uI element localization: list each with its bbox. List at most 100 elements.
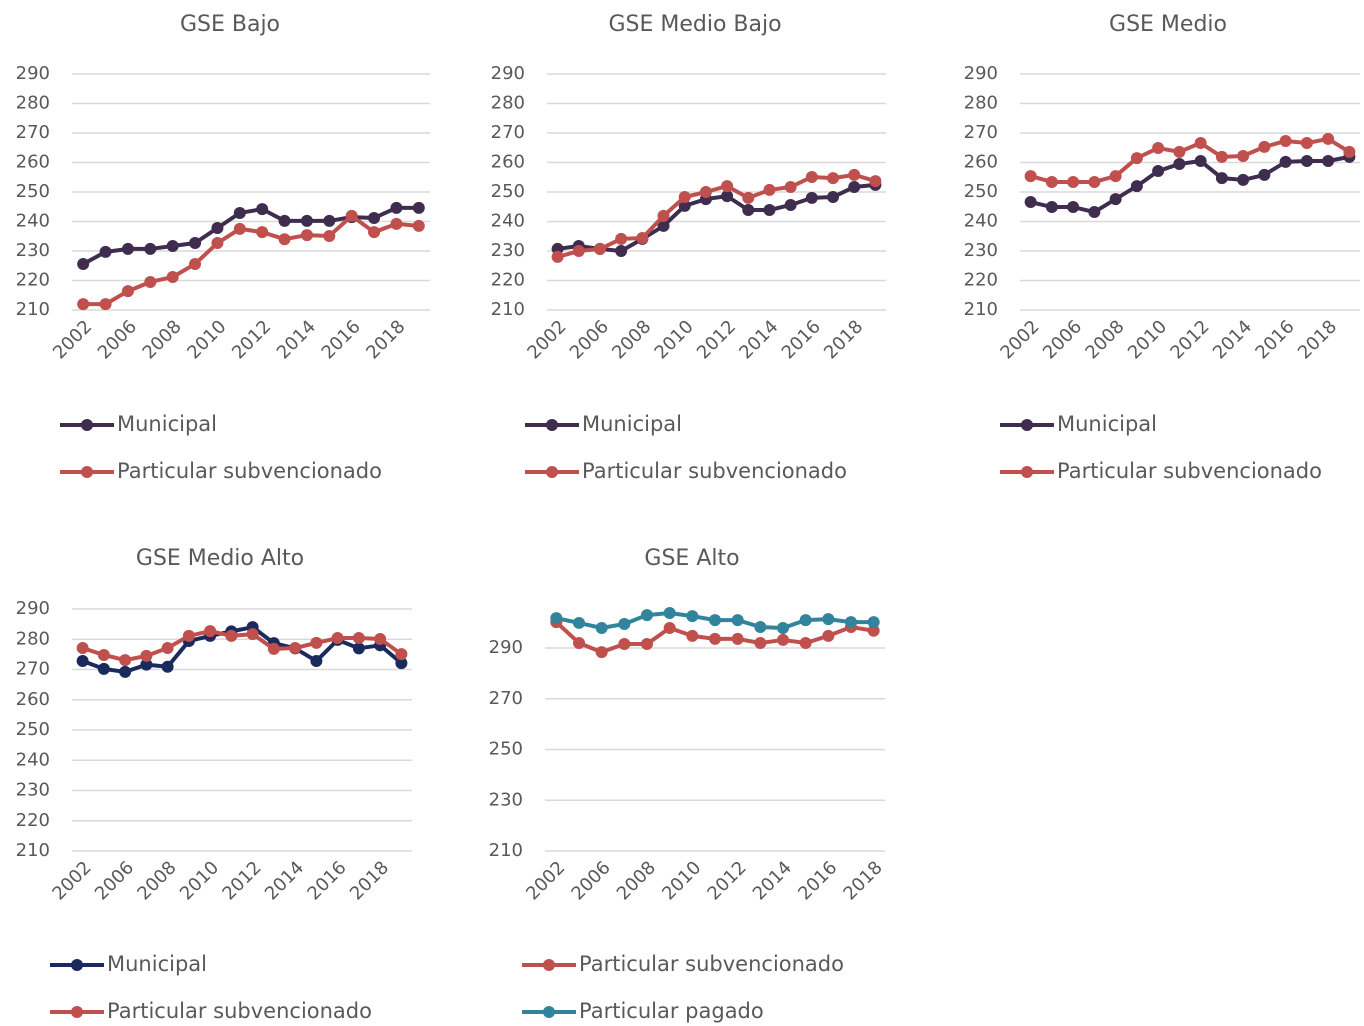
point bbox=[1067, 175, 1080, 188]
point bbox=[278, 214, 291, 227]
point bbox=[76, 655, 89, 668]
point bbox=[189, 257, 202, 270]
x-tick-label: 2008 bbox=[608, 316, 655, 363]
y-tick-label: 230 bbox=[16, 240, 50, 261]
y-tick-label: 230 bbox=[491, 240, 525, 261]
point bbox=[77, 257, 90, 270]
x-tick-label: 2012 bbox=[693, 316, 740, 363]
point bbox=[1024, 196, 1037, 209]
point bbox=[595, 646, 608, 659]
series-line bbox=[82, 629, 403, 663]
point bbox=[799, 614, 812, 627]
point bbox=[390, 217, 403, 230]
point bbox=[390, 201, 403, 214]
x-tick-label: 2010 bbox=[176, 857, 223, 904]
point bbox=[121, 242, 134, 255]
legend-marker bbox=[1021, 419, 1033, 431]
point bbox=[1173, 157, 1186, 170]
point bbox=[1152, 165, 1165, 178]
point bbox=[1258, 168, 1271, 181]
point bbox=[233, 206, 246, 219]
point bbox=[331, 632, 344, 645]
point bbox=[76, 642, 89, 655]
point bbox=[140, 658, 153, 671]
point bbox=[678, 191, 691, 204]
point bbox=[267, 642, 280, 655]
x-tick-label: 2018 bbox=[820, 316, 867, 363]
point bbox=[663, 622, 676, 635]
x-tick-label: 2014 bbox=[261, 857, 308, 904]
point bbox=[1237, 150, 1250, 163]
point bbox=[1152, 142, 1165, 155]
chart-title: GSE Medio Alto bbox=[136, 546, 304, 571]
point bbox=[869, 175, 882, 188]
y-tick-label: 290 bbox=[491, 63, 525, 84]
panel: GSE Alto21023025027029020022006200820102… bbox=[489, 546, 887, 1023]
point bbox=[709, 632, 721, 645]
y-tick-label: 270 bbox=[489, 688, 523, 709]
point bbox=[1194, 155, 1207, 168]
y-tick-label: 240 bbox=[964, 211, 998, 232]
x-tick-label: 2014 bbox=[1209, 316, 1256, 363]
point bbox=[699, 186, 712, 198]
point bbox=[657, 209, 670, 222]
point bbox=[352, 642, 365, 655]
point bbox=[784, 180, 797, 193]
point bbox=[641, 609, 653, 622]
x-tick-label: 2012 bbox=[228, 316, 275, 363]
series-line bbox=[1030, 136, 1351, 184]
y-tick-label: 260 bbox=[16, 689, 50, 710]
point bbox=[1322, 132, 1335, 145]
y-tick-label: 210 bbox=[16, 840, 50, 861]
point bbox=[1194, 137, 1207, 150]
y-tick-label: 260 bbox=[491, 152, 525, 173]
point bbox=[595, 622, 608, 635]
point bbox=[822, 613, 835, 626]
point bbox=[1109, 193, 1122, 206]
legend-marker bbox=[543, 959, 555, 971]
point bbox=[618, 617, 631, 630]
point bbox=[368, 226, 381, 239]
point bbox=[731, 632, 744, 645]
legend-marker bbox=[546, 419, 558, 431]
y-tick-label: 270 bbox=[16, 122, 50, 143]
chart-title: GSE Medio bbox=[1109, 12, 1227, 37]
legend-marker bbox=[1021, 466, 1033, 478]
point bbox=[805, 191, 818, 204]
point bbox=[845, 616, 857, 629]
point bbox=[641, 637, 653, 650]
point bbox=[233, 222, 246, 235]
y-tick-label: 270 bbox=[491, 122, 525, 143]
point bbox=[278, 233, 291, 246]
point bbox=[867, 616, 880, 629]
x-tick-label: 2018 bbox=[1294, 316, 1341, 363]
point bbox=[323, 229, 336, 242]
x-tick-label: 2006 bbox=[94, 316, 141, 363]
legend-marker bbox=[81, 419, 93, 431]
point bbox=[742, 203, 755, 216]
series-line bbox=[557, 182, 876, 253]
y-tick-label: 260 bbox=[16, 152, 50, 173]
point bbox=[1130, 152, 1143, 165]
point bbox=[848, 168, 861, 181]
point bbox=[663, 607, 676, 620]
point bbox=[99, 245, 112, 258]
x-tick-label: 2006 bbox=[1039, 316, 1086, 363]
y-tick-label: 240 bbox=[491, 211, 525, 232]
x-tick-label: 2018 bbox=[839, 857, 886, 904]
x-tick-label: 2008 bbox=[613, 857, 660, 904]
point bbox=[256, 226, 269, 239]
y-tick-label: 250 bbox=[491, 181, 525, 202]
point bbox=[1322, 155, 1335, 168]
point bbox=[119, 665, 132, 678]
x-tick-label: 2016 bbox=[778, 316, 825, 363]
x-tick-label: 2016 bbox=[1251, 316, 1298, 363]
point bbox=[572, 245, 585, 257]
legend-marker bbox=[543, 1006, 555, 1018]
legend-label: Particular subvencionado bbox=[579, 952, 844, 976]
x-tick-label: 2016 bbox=[303, 857, 350, 904]
x-tick-label: 2010 bbox=[651, 316, 698, 363]
point bbox=[395, 648, 408, 661]
panel: GSE Bajo21022023024025026027028029020022… bbox=[16, 12, 430, 483]
point bbox=[1088, 206, 1101, 219]
